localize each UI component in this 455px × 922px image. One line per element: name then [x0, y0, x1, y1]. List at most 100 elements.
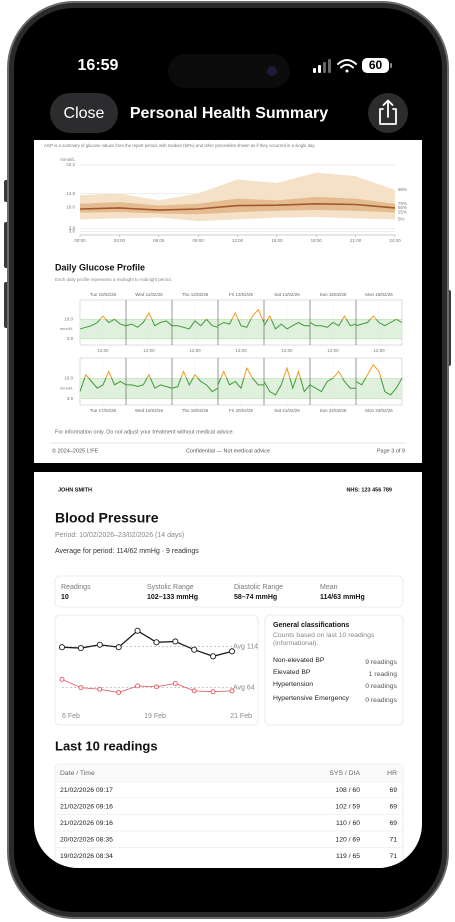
median-line: [79, 203, 396, 211]
glucose-trace: [355, 363, 403, 396]
classification-label: Hypertensive Emergency: [273, 695, 349, 702]
day-label: Sat 14/02/26: [274, 292, 300, 297]
stat-label: Diastolic Range: [234, 584, 283, 591]
classification-label: Non-elevated BP: [273, 657, 325, 664]
systolic-point: [153, 639, 160, 646]
agp-note: AGP is a summary of glucose values from …: [44, 143, 316, 148]
y-tick-label: 10.0: [66, 204, 75, 209]
average: Average for period: 114/62 mmHg · 9 read…: [55, 548, 199, 555]
day-label: Fri 20/02/26: [229, 408, 254, 413]
table: [54, 763, 404, 868]
day-label: Wed 11/02/26: [135, 292, 163, 297]
systolic-line: [61, 629, 233, 657]
glucose-trace: [126, 373, 173, 389]
diastolic-point: [153, 684, 159, 690]
agp-note: AGP is a summary of glucose values from …: [44, 143, 316, 148]
section-title: Last 10 readings: [55, 738, 158, 753]
day-label: Thu 12/02/26: [182, 292, 209, 297]
y-tick-label: 3.0: [69, 229, 76, 234]
stats-card: [54, 575, 404, 608]
table-cell: 108 / 60: [335, 787, 360, 794]
target-range: [80, 319, 402, 339]
systolic-point: [210, 653, 217, 660]
y-tick-label: 22.2: [66, 162, 75, 167]
dynamic-island: [168, 54, 290, 88]
x-tick-label: 12:00: [189, 348, 201, 353]
card-subtitle: Counts based on last 10 readings (inform…: [273, 632, 375, 648]
table-cell: 120 / 69: [335, 836, 360, 843]
screen: 60 16:59 Close Personal Health Summary A…: [34, 20, 422, 868]
diastolic-point: [59, 676, 65, 682]
close-label[interactable]: Close: [64, 105, 105, 122]
day-label: Sun 15/02/26: [320, 292, 347, 297]
classification-count: 1 reading: [369, 671, 398, 678]
stat-value: 58–74 mmHg: [234, 594, 277, 601]
section-title: Daily Glucose Profile: [55, 262, 145, 272]
glucose-trace: [125, 311, 173, 328]
diastolic-point: [172, 681, 178, 686]
systolic-point: [172, 638, 179, 645]
classification-label: Hypertensive Emergency: [273, 695, 349, 702]
x-tick-label: 12:00: [232, 238, 244, 243]
glucose-trace: [217, 308, 265, 328]
systolic-point: [77, 645, 84, 652]
table-cell: 19/02/2026 08:34: [60, 853, 113, 860]
classification-label: Hypertension: [273, 681, 314, 688]
share-icon[interactable]: [379, 99, 397, 125]
classification-count: 9 readings: [365, 659, 397, 666]
x-tick-label: 12:00: [281, 348, 293, 353]
percentile-label: 25%: [398, 210, 407, 215]
diastolic-point: [135, 683, 141, 689]
battery: [362, 58, 389, 73]
table-cell: 69: [389, 820, 397, 827]
x-tick-label: 00:00: [74, 238, 86, 243]
table-cell: 110 / 60: [336, 820, 360, 827]
percentile-label: 5%: [398, 217, 405, 222]
footer-left: © 2024–2025 L!FE: [52, 447, 99, 454]
period: Period: 10/02/2026–23/02/2026 (14 days): [55, 532, 184, 539]
header-title: Personal Health Summary: [130, 105, 328, 122]
diastolic-point: [191, 688, 197, 694]
y-unit: mmol/L: [60, 385, 74, 390]
diastolic-point: [116, 690, 122, 695]
glucose-trace: [172, 318, 219, 330]
glucose-trace: [309, 370, 356, 393]
column-header: HR: [387, 770, 397, 777]
battery-level: 60: [369, 58, 383, 72]
table-cell: 102 / 59: [335, 803, 360, 810]
x-tick-label: 21:00: [350, 238, 362, 243]
table-cell: 69: [389, 803, 397, 810]
diastolic-point: [78, 685, 84, 691]
stat-label: Systolic Range: [147, 584, 194, 591]
percentile-label: 50%: [398, 205, 407, 210]
y-tick-label: 3.9: [67, 336, 74, 341]
battery-tip: [390, 63, 392, 68]
x-label: 6 Feb: [62, 713, 80, 720]
card-subtitle: Counts based on last 10 readings (inform…: [273, 632, 375, 648]
day-label: Sun 22/02/26: [320, 408, 347, 413]
day-label: Wed 18/02/26: [135, 408, 163, 413]
classification-count: 0 readings: [365, 683, 397, 690]
day-label: Fri 13/02/26: [229, 292, 254, 297]
table-cell: 71: [389, 853, 397, 860]
glucose-trace: [79, 315, 127, 330]
x-tick-label: 15:00: [271, 238, 283, 243]
table-cell: 21/02/2026 09:16: [60, 803, 113, 810]
classification-card: [264, 614, 404, 726]
glucose-trace: [217, 366, 264, 390]
table-cell: 69: [389, 787, 397, 794]
signal-icon: [313, 59, 331, 73]
footer-right: Page 3 of 9: [377, 448, 405, 454]
day-label: Thu 19/02/26: [182, 408, 209, 413]
percentile-label: 95%: [398, 187, 407, 192]
glucose-trace: [309, 315, 357, 328]
close-button[interactable]: [50, 93, 118, 133]
systolic-point: [115, 644, 122, 651]
x-tick-label: 12:00: [143, 348, 155, 353]
diastolic-point: [97, 686, 103, 692]
y-unit: mmol/L: [60, 326, 74, 331]
section-subtitle: Each daily profile represents a midnight…: [55, 277, 172, 282]
section-title: Blood Pressure: [55, 510, 159, 526]
